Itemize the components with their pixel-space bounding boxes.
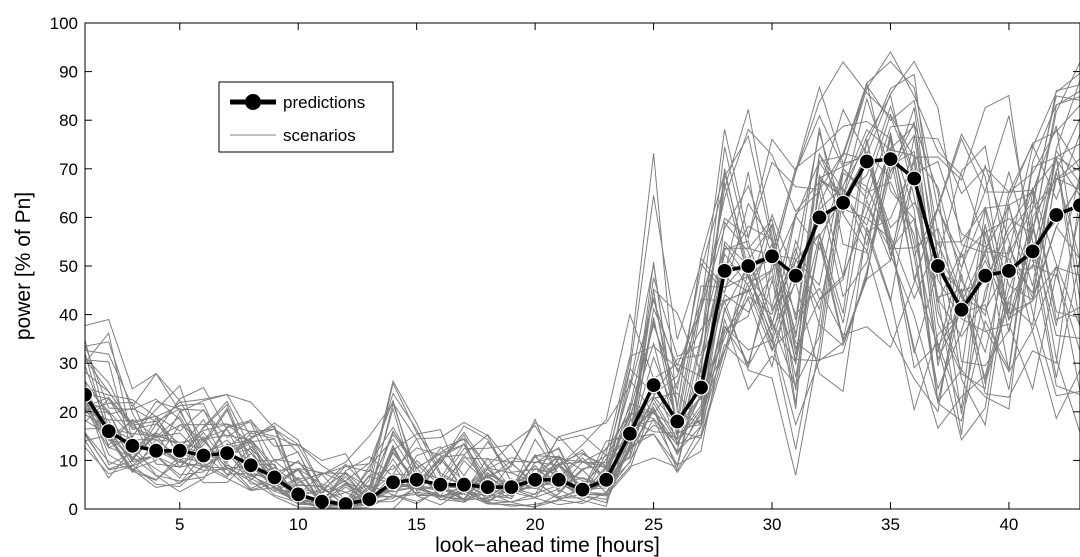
- y-tick-label: 100: [50, 14, 78, 33]
- x-tick-label: 35: [881, 515, 900, 534]
- y-tick-label: 70: [59, 160, 78, 179]
- legend-box: [218, 81, 394, 153]
- prediction-point: [740, 257, 757, 275]
- prediction-point: [124, 437, 141, 454]
- prediction-point: [550, 471, 567, 488]
- prediction-point: [763, 248, 781, 265]
- prediction-point: [337, 496, 354, 509]
- x-tick-label: 5: [175, 515, 184, 534]
- prediction-point: [503, 479, 520, 496]
- prediction-point: [1024, 243, 1041, 260]
- scenario-line: [85, 143, 1080, 504]
- prediction-point: [716, 262, 733, 279]
- prediction-point: [621, 425, 639, 442]
- prediction-point: [574, 481, 591, 498]
- legend-scenarios-label: scenarios: [283, 126, 356, 145]
- axes: 5 10 15 20 25 30 35 40 0 10 20 30 40 50 60 70 80 90 100: [50, 14, 1080, 534]
- y-tick-label: 30: [59, 354, 78, 373]
- prediction-point: [384, 474, 402, 491]
- legend: predictions scenarios: [218, 81, 394, 153]
- prediction-point: [669, 413, 686, 430]
- prediction-point: [408, 471, 425, 488]
- prediction-point: [906, 170, 923, 187]
- y-tick-label: 40: [59, 306, 78, 325]
- scenario-line: [85, 115, 1080, 507]
- scenario-line: [85, 136, 1080, 508]
- y-tick-label: 80: [59, 111, 78, 130]
- y-axis-title: power [% of Pn]: [12, 192, 35, 340]
- prediction-point: [85, 386, 94, 403]
- legend-predictions-label: predictions: [283, 93, 365, 112]
- y-tick-label: 10: [59, 451, 78, 470]
- prediction-series: [85, 151, 1080, 509]
- scenario-line: [85, 129, 1080, 502]
- prediction-point: [929, 257, 947, 275]
- scenario-line: [85, 96, 1080, 506]
- x-axis-title: look−ahead time [hours]: [435, 534, 660, 557]
- prediction-point: [266, 469, 283, 486]
- x-tick-label: 15: [407, 515, 426, 534]
- prediction-point: [290, 486, 307, 503]
- y-tick-label: 90: [59, 63, 78, 82]
- prediction-point: [479, 479, 496, 496]
- prediction-point: [242, 457, 259, 474]
- prediction-point: [882, 151, 899, 168]
- x-tick-label: 20: [526, 515, 545, 534]
- x-tick-label: 25: [644, 515, 663, 534]
- prediction-point: [787, 267, 804, 284]
- y-tick-label: 20: [59, 403, 78, 422]
- prediction-point: [361, 491, 378, 508]
- prediction-point: [858, 153, 875, 170]
- prediction-point: [645, 377, 662, 394]
- prediction-point: [171, 442, 188, 459]
- y-tick-label: 60: [59, 208, 78, 227]
- legend-predictions-marker: [245, 94, 261, 110]
- scenario-line: [85, 153, 1080, 509]
- prediction-point: [1048, 206, 1065, 224]
- scenario-line: [85, 85, 1080, 507]
- prediction-point: [977, 267, 994, 284]
- prediction-point: [148, 442, 165, 459]
- x-tick-label: 10: [289, 515, 308, 534]
- prediction-point: [953, 301, 970, 318]
- y-tick-label: 0: [69, 500, 78, 519]
- prediction-point: [455, 476, 473, 493]
- prediction-point: [811, 209, 828, 226]
- prediction-point: [834, 194, 852, 211]
- x-tick-label: 40: [999, 515, 1018, 534]
- prediction-point: [526, 471, 544, 488]
- prediction-point: [313, 493, 330, 509]
- prediction-point: [1071, 197, 1080, 214]
- prediction-point: [598, 471, 615, 488]
- prediction-point: [692, 379, 710, 396]
- prediction-point: [432, 476, 449, 493]
- y-tick-label: 50: [59, 257, 78, 276]
- prediction-point: [219, 445, 236, 462]
- x-tick-label: 30: [763, 515, 782, 534]
- prediction-point: [100, 423, 117, 440]
- prediction-point: [195, 447, 212, 464]
- prediction-point: [1000, 262, 1018, 279]
- scenario-line: [85, 104, 1080, 507]
